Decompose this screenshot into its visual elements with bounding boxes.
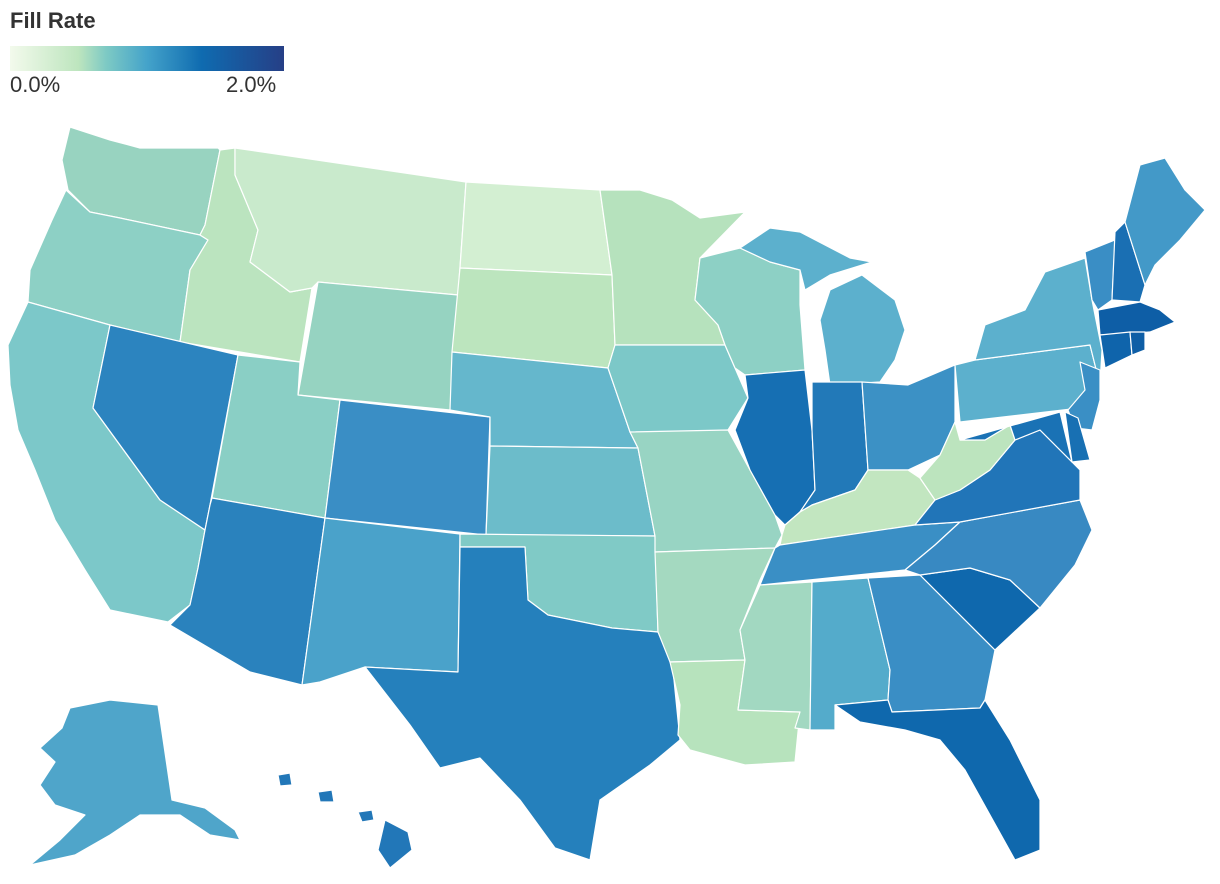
state-hi-maui[interactable]: [357, 809, 375, 823]
state-hi-big[interactable]: [377, 819, 413, 869]
state-mt[interactable]: [234, 147, 467, 296]
state-mi-upper[interactable]: [739, 227, 873, 291]
state-ma[interactable]: [1097, 301, 1176, 336]
state-mo[interactable]: [629, 429, 783, 553]
state-co[interactable]: [324, 399, 491, 536]
state-vt[interactable]: [1084, 239, 1116, 311]
legend-title: Fill Rate: [10, 8, 96, 33]
state-fl[interactable]: [834, 699, 1041, 861]
state-wy[interactable]: [297, 281, 459, 411]
state-nj[interactable]: [1067, 361, 1101, 431]
state-nh[interactable]: [1111, 221, 1146, 303]
legend-color-bar: [10, 46, 284, 71]
legend-max-label: 2.0%: [226, 72, 277, 97]
state-md[interactable]: [959, 411, 1073, 463]
state-nm[interactable]: [301, 517, 461, 686]
state-ct[interactable]: [1099, 331, 1133, 369]
state-tx[interactable]: [364, 546, 681, 861]
state-ia[interactable]: [607, 344, 749, 436]
state-nd[interactable]: [459, 181, 613, 276]
state-mi[interactable]: [819, 274, 906, 386]
state-de[interactable]: [1064, 411, 1091, 463]
state-ak[interactable]: [29, 699, 241, 866]
state-ri[interactable]: [1129, 331, 1146, 356]
state-me[interactable]: [1124, 157, 1206, 286]
state-hi-oahu[interactable]: [317, 789, 335, 803]
state-ks[interactable]: [485, 445, 656, 537]
state-sd[interactable]: [451, 267, 616, 369]
state-nc[interactable]: [904, 499, 1093, 609]
state-hi-kauai[interactable]: [277, 772, 293, 787]
legend-min-label: 0.0%: [10, 72, 61, 97]
